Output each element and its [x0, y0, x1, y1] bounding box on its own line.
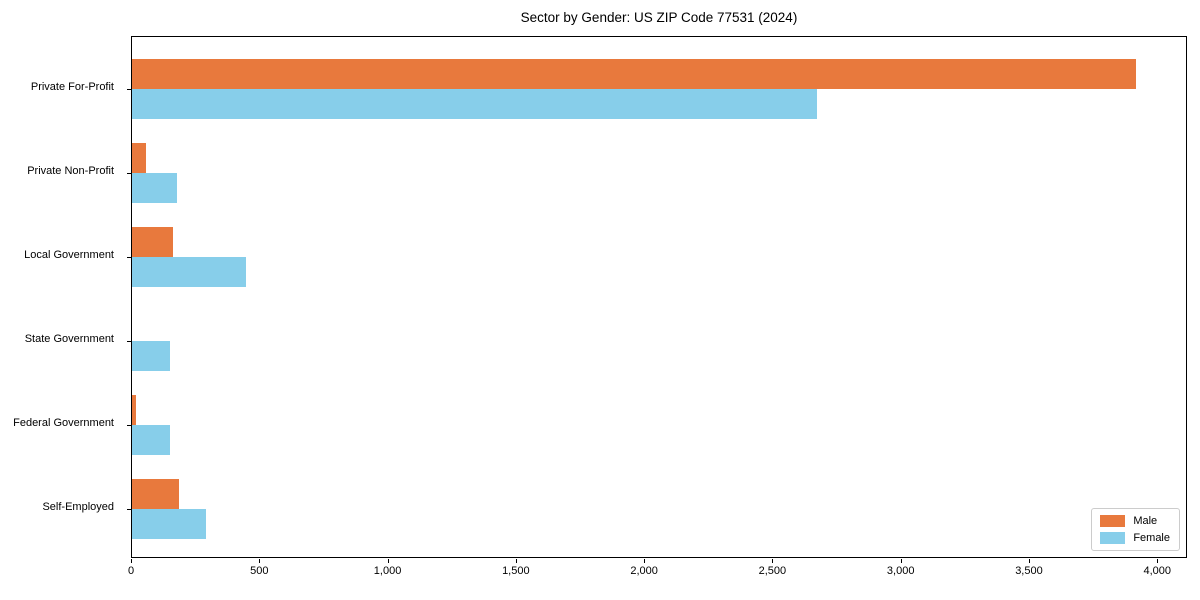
y-label-private-for-profit: Private For-Profit	[30, 81, 114, 93]
bar-male-private-for-profit	[132, 59, 1137, 89]
legend-swatch-female	[1100, 532, 1126, 544]
y-tick-private-non-profit	[127, 173, 131, 174]
x-tick-500	[259, 559, 261, 563]
y-label-federal-government: Federal Government	[13, 417, 114, 429]
bar-male-local-government	[132, 227, 174, 257]
x-tick-label-2000: 2,000	[630, 565, 658, 577]
legend-entry-male: Male	[1100, 515, 1170, 527]
chart-title: Sector by Gender: US ZIP Code 77531 (202…	[520, 10, 798, 25]
bar-female-self-employed	[132, 509, 207, 539]
x-tick-label-1000: 1,000	[373, 565, 402, 577]
x-axis: 0 500 1,000 1,500 2,000 2,500 3,000 3,500 4,000	[128, 558, 1187, 588]
bar-male-self-employed	[132, 479, 180, 509]
x-tick-label-500: 500	[250, 565, 269, 577]
legend-entry-female: Female	[1100, 532, 1170, 544]
x-tick-label-1500: 1,500	[502, 565, 530, 577]
x-tick-2500	[772, 559, 774, 563]
x-tick-4000	[1157, 559, 1159, 563]
bar-female-federal-government	[132, 425, 171, 455]
bar-female-private-for-profit	[132, 89, 817, 119]
plot-area: Male Female	[127, 36, 1187, 558]
legend-label-female: Female	[1133, 532, 1170, 544]
bar-male-federal-government	[132, 395, 136, 425]
legend: Male Female	[1091, 508, 1180, 551]
x-tick-3500	[1028, 559, 1030, 563]
bar-female-local-government	[132, 257, 247, 287]
y-tick-self-employed	[127, 509, 131, 510]
legend-label-male: Male	[1133, 515, 1158, 527]
y-tick-state-government	[127, 341, 131, 342]
x-tick-label-3500: 3,500	[1015, 565, 1043, 577]
y-tick-federal-government	[127, 425, 131, 426]
y-tick-private-for-profit	[127, 89, 131, 90]
y-label-self-employed: Self-Employed	[42, 501, 114, 513]
y-label-private-non-profit: Private Non-Profit	[27, 165, 114, 177]
x-tick-1000	[387, 559, 389, 563]
x-tick-1500	[515, 559, 517, 563]
y-axis-labels: Private For-Profit Private Non-Profit Loca…	[0, 36, 122, 558]
legend-swatch-male	[1100, 515, 1126, 527]
bar-female-state-government	[132, 341, 171, 371]
bar-female-private-non-profit	[132, 173, 177, 203]
x-tick-label-4000: 4,000	[1143, 565, 1171, 577]
x-tick-2000	[644, 559, 646, 563]
x-tick-label-3000: 3,000	[886, 565, 915, 577]
x-tick-0	[131, 559, 132, 563]
x-tick-label-0: 0	[127, 565, 135, 577]
y-label-state-government: State Government	[24, 333, 114, 345]
y-label-local-government: Local Government	[24, 249, 114, 261]
x-tick-3000	[900, 559, 902, 563]
x-tick-label-2500: 2,500	[758, 565, 787, 577]
bar-male-private-non-profit	[132, 143, 147, 173]
y-tick-local-government	[127, 257, 131, 258]
